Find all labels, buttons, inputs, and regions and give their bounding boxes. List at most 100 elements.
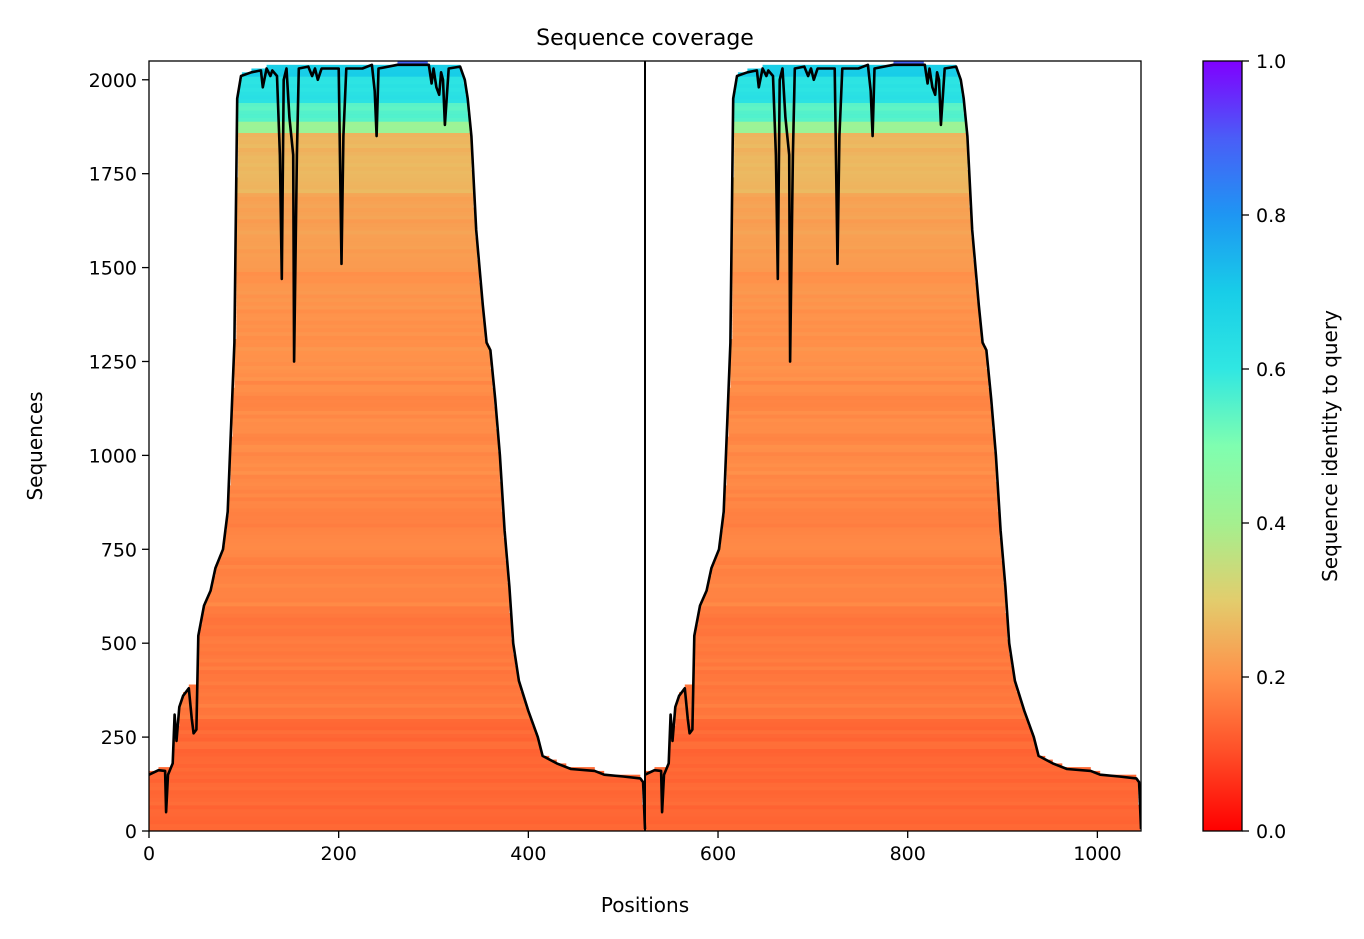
heatmap-row <box>186 688 521 693</box>
heatmap-row <box>722 515 1000 520</box>
y-tick-label: 250 <box>101 727 137 749</box>
heatmap-row <box>732 241 974 246</box>
heatmap-row <box>724 496 998 502</box>
heatmap-row <box>173 759 557 764</box>
heatmap-row <box>236 286 481 291</box>
heatmap-row <box>682 688 1017 693</box>
heatmap-row <box>734 173 970 179</box>
heatmap-row <box>198 639 514 644</box>
heatmap-row <box>737 72 958 77</box>
colorbar-tick-label: 0.8 <box>1256 205 1286 227</box>
heatmap-row <box>734 113 966 118</box>
heatmap-row <box>728 402 991 408</box>
heatmap-row <box>236 282 481 287</box>
heatmap-row <box>234 369 493 374</box>
heatmap-row <box>183 692 523 697</box>
heatmap-row <box>179 703 527 708</box>
heatmap-row <box>236 256 478 261</box>
heatmap-row <box>736 87 962 92</box>
heatmap-row <box>221 553 506 558</box>
heatmap-row <box>236 312 483 318</box>
heatmap-row <box>694 631 1008 637</box>
heatmap-row <box>232 402 495 408</box>
heatmap-row <box>694 654 1012 659</box>
heatmap-row <box>236 305 483 310</box>
heatmap-row <box>684 684 1017 689</box>
heatmap-row <box>238 166 472 171</box>
heatmap-row <box>669 755 1046 761</box>
heatmap-row <box>234 357 491 363</box>
heatmap-row <box>728 387 991 393</box>
heatmap-row <box>228 500 502 505</box>
heatmap-row <box>240 83 466 88</box>
heatmap-row <box>677 699 1021 704</box>
heatmap-row <box>730 342 985 348</box>
heatmap-row <box>223 545 506 550</box>
heatmap-row <box>669 744 1036 749</box>
heatmap-row <box>236 290 481 295</box>
heatmap-row <box>207 594 510 599</box>
heatmap-row <box>732 260 976 265</box>
heatmap-row <box>236 320 485 325</box>
y-axis-label: Sequences <box>23 391 47 500</box>
y-tick-label: 0 <box>125 821 137 843</box>
heatmap-row <box>179 718 533 723</box>
heatmap-row <box>730 380 989 385</box>
heatmap-row <box>236 331 485 336</box>
colorbar <box>1202 60 1243 832</box>
heatmap-row <box>200 624 512 629</box>
heatmap-row <box>236 192 474 197</box>
heatmap-row <box>724 493 998 498</box>
heatmap-row <box>732 245 974 250</box>
heatmap-row <box>734 94 964 100</box>
heatmap-row <box>722 519 1000 524</box>
heatmap-row <box>736 79 960 85</box>
heatmap-row <box>645 774 1137 780</box>
heatmap-row <box>175 733 538 738</box>
heatmap-row <box>726 440 994 445</box>
heatmap-row <box>236 297 481 302</box>
heatmap-row <box>709 575 1004 580</box>
heatmap-row <box>173 755 550 761</box>
heatmap-row <box>732 185 970 190</box>
heatmap-row <box>726 455 996 460</box>
heatmap-row <box>198 680 519 686</box>
x-axis-label: Positions <box>601 893 689 917</box>
heatmap-row <box>236 241 478 246</box>
heatmap-row <box>236 252 478 257</box>
heatmap-row <box>694 647 1010 652</box>
heatmap-row <box>726 459 996 464</box>
heatmap-row <box>730 339 983 344</box>
heatmap-row <box>728 391 991 396</box>
heatmap-row <box>211 583 510 588</box>
heatmap-row <box>230 444 498 449</box>
heatmap-row <box>234 376 493 381</box>
heatmap-row <box>232 410 497 415</box>
heatmap-row <box>209 590 510 595</box>
heatmap-row <box>732 263 976 269</box>
heatmap-row <box>219 556 506 562</box>
heatmap-row <box>238 98 468 103</box>
chart-title: Sequence coverage <box>536 26 754 51</box>
heatmap-row <box>732 320 981 325</box>
heatmap-row <box>238 94 468 100</box>
heatmap-row <box>234 339 487 344</box>
heatmap-row <box>734 147 968 152</box>
heatmap-row <box>667 763 1063 768</box>
heatmap-row <box>734 102 964 107</box>
x-tick-label: 1000 <box>1073 843 1121 865</box>
heatmap-row <box>732 248 974 254</box>
heatmap-row <box>198 669 518 674</box>
heatmap-row <box>198 662 516 667</box>
heatmap-row <box>694 643 1010 648</box>
heatmap-row <box>711 571 1004 577</box>
heatmap-row <box>707 586 1006 592</box>
heatmap-row <box>149 774 641 780</box>
heatmap-row <box>732 226 972 231</box>
heatmap-row <box>717 553 1002 558</box>
heatmap-row <box>213 575 508 580</box>
heatmap-row <box>236 222 476 227</box>
heatmap-row <box>238 147 472 152</box>
heatmap-row <box>236 263 480 269</box>
heatmap-row <box>669 737 1034 742</box>
